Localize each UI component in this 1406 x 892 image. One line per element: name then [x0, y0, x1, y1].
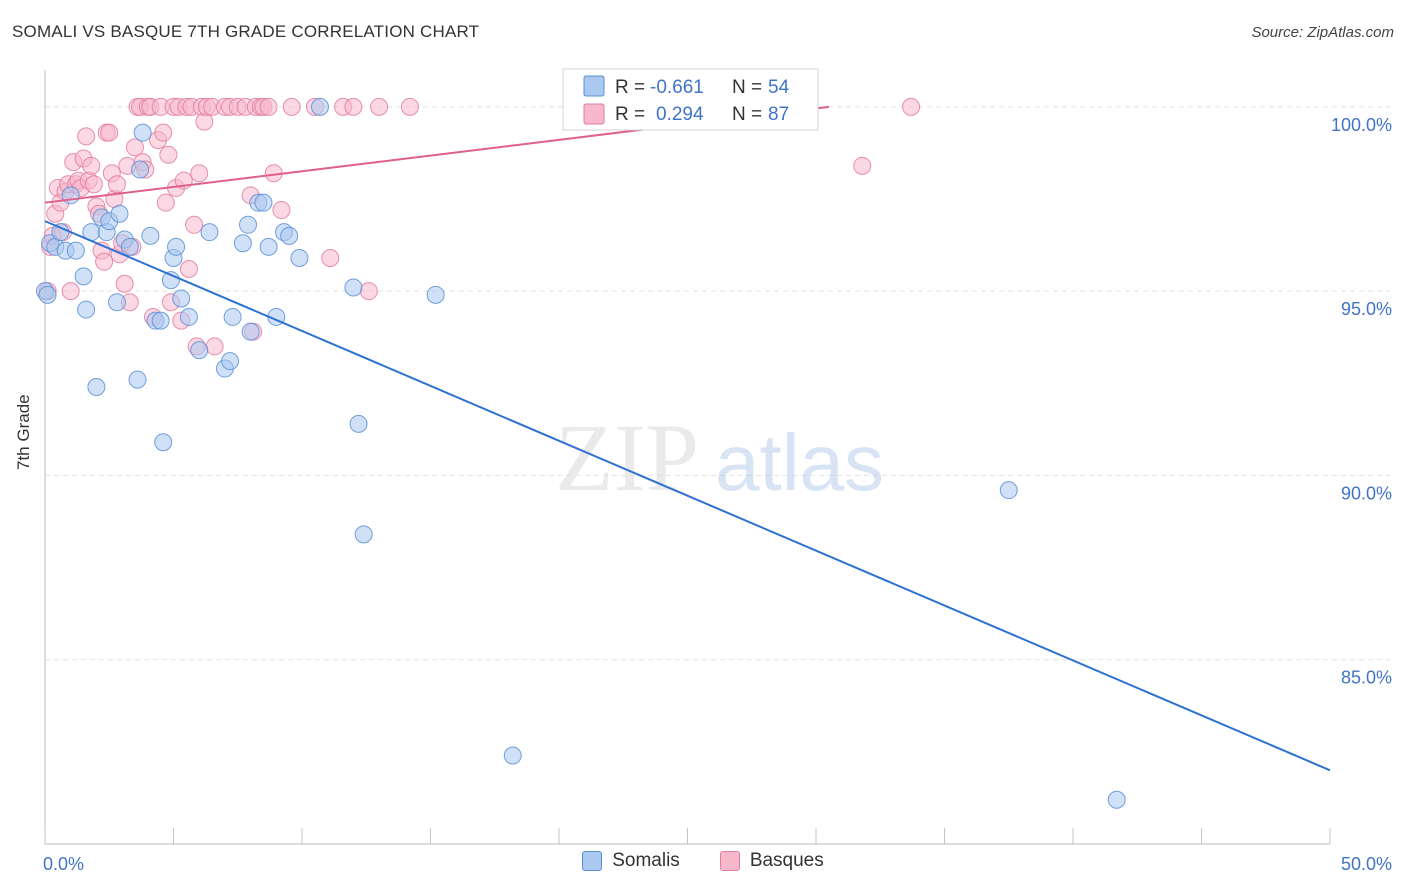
basques-series — [38, 97, 921, 356]
basques-point — [344, 97, 363, 116]
legend-swatch-basques — [583, 103, 605, 125]
basques-point — [77, 127, 96, 146]
somalis-point — [239, 215, 258, 234]
legend-r-label-somalis: R = — [615, 77, 645, 98]
basques-point — [321, 248, 340, 267]
basques-point — [185, 215, 204, 234]
legend-n-label-somalis: N = — [732, 77, 762, 98]
somalis-point — [167, 237, 186, 256]
somalis-point — [107, 293, 126, 312]
basques-point — [370, 97, 389, 116]
x-tick-label: 50.0% — [1341, 854, 1392, 874]
somalis-point — [233, 234, 252, 253]
legend-r-value-somalis: -0.661 — [650, 77, 704, 98]
somalis-point — [74, 267, 93, 286]
legend-swatch-somalis — [583, 75, 605, 97]
legend-n-value-somalis: 54 — [768, 77, 790, 98]
basques-point — [95, 252, 114, 271]
somalis-point — [310, 97, 329, 116]
basques-point — [179, 260, 198, 279]
x-tick-label: 0.0% — [43, 854, 84, 874]
somalis-point — [141, 226, 160, 245]
somalis-point — [280, 226, 299, 245]
legend-r-value-basques: 0.294 — [656, 104, 704, 125]
somalis-point — [200, 223, 219, 242]
somalis-point — [223, 307, 242, 326]
basques-point — [205, 337, 224, 356]
basques-point — [400, 97, 419, 116]
basques-point — [100, 123, 119, 142]
somalis-trend-line — [44, 220, 1331, 772]
watermark: ZIP atlas — [555, 404, 884, 511]
somalis-point — [503, 746, 522, 765]
series-legend: Somalis Basques — [0, 850, 1406, 872]
basques-point — [156, 193, 175, 212]
watermark-atlas: atlas — [715, 418, 884, 507]
somalis-point — [120, 237, 139, 256]
somalis-point — [87, 377, 106, 396]
somalis-point — [110, 204, 129, 223]
somalis-point — [426, 285, 445, 304]
somalis-point — [172, 289, 191, 308]
somalis-point — [128, 370, 147, 389]
somalis-point — [344, 278, 363, 297]
basques-point — [154, 123, 173, 142]
y-tick-label: 95.0% — [1341, 299, 1392, 319]
basques-point — [272, 201, 291, 220]
basques-point — [61, 282, 80, 301]
somalis-point — [154, 433, 173, 452]
axes — [44, 70, 1331, 845]
chart-source: Source: ZipAtlas.com — [1251, 24, 1394, 41]
somalis-point — [151, 311, 170, 330]
legend-label-basques: Basques — [749, 850, 824, 871]
gridlines — [45, 106, 1390, 661]
somalis-point — [349, 414, 368, 433]
somalis-point — [133, 123, 152, 142]
watermark-zip: ZIP — [555, 404, 699, 511]
tick-labels: 85.0% 90.0% 95.0% 100.0% 0.0% 50.0% — [43, 115, 1392, 874]
somalis-point — [1107, 790, 1126, 809]
basques-swatch — [719, 851, 740, 871]
somalis-series — [36, 97, 1126, 809]
basques-point — [853, 156, 872, 175]
basques-point — [902, 97, 921, 116]
somalis-swatch — [582, 851, 603, 871]
legend-n-label-basques: N = — [732, 104, 762, 125]
somalis-point — [131, 160, 150, 179]
legend-r-label-basques: R = — [615, 104, 645, 125]
correlation-legend: R = -0.661 N = 54 R = 0.294 N = 87 — [562, 68, 819, 131]
legend-n-value-basques: 87 — [768, 104, 789, 125]
somalis-point — [259, 237, 278, 256]
somalis-point — [190, 341, 209, 360]
basques-point — [125, 138, 144, 157]
somalis-point — [179, 307, 198, 326]
somalis-point — [221, 352, 240, 371]
basques-point — [359, 282, 378, 301]
somalis-point — [66, 241, 85, 260]
legend-item-somalis[interactable]: Somalis — [582, 850, 680, 872]
chart-title: SOMALI VS BASQUE 7TH GRADE CORRELATION C… — [12, 22, 480, 41]
basques-point — [107, 175, 126, 194]
basques-point — [115, 274, 134, 293]
basques-point — [282, 97, 301, 116]
somalis-point — [38, 285, 57, 304]
somalis-point — [254, 193, 273, 212]
somalis-point — [77, 300, 96, 319]
y-tick-label: 85.0% — [1341, 668, 1392, 688]
somalis-point — [354, 525, 373, 544]
basques-point — [82, 156, 101, 175]
somalis-point — [999, 481, 1018, 500]
basques-point — [190, 164, 209, 183]
y-tick-label: 90.0% — [1341, 483, 1392, 503]
somalis-point — [290, 248, 309, 267]
y-tick-label: 100.0% — [1331, 115, 1392, 135]
legend-item-basques[interactable]: Basques — [719, 850, 824, 872]
basques-point — [259, 97, 278, 116]
basques-point — [84, 175, 103, 194]
somalis-point — [241, 322, 260, 341]
legend-frame — [562, 68, 819, 131]
basques-point — [159, 145, 178, 164]
legend-label-somalis: Somalis — [612, 850, 680, 871]
